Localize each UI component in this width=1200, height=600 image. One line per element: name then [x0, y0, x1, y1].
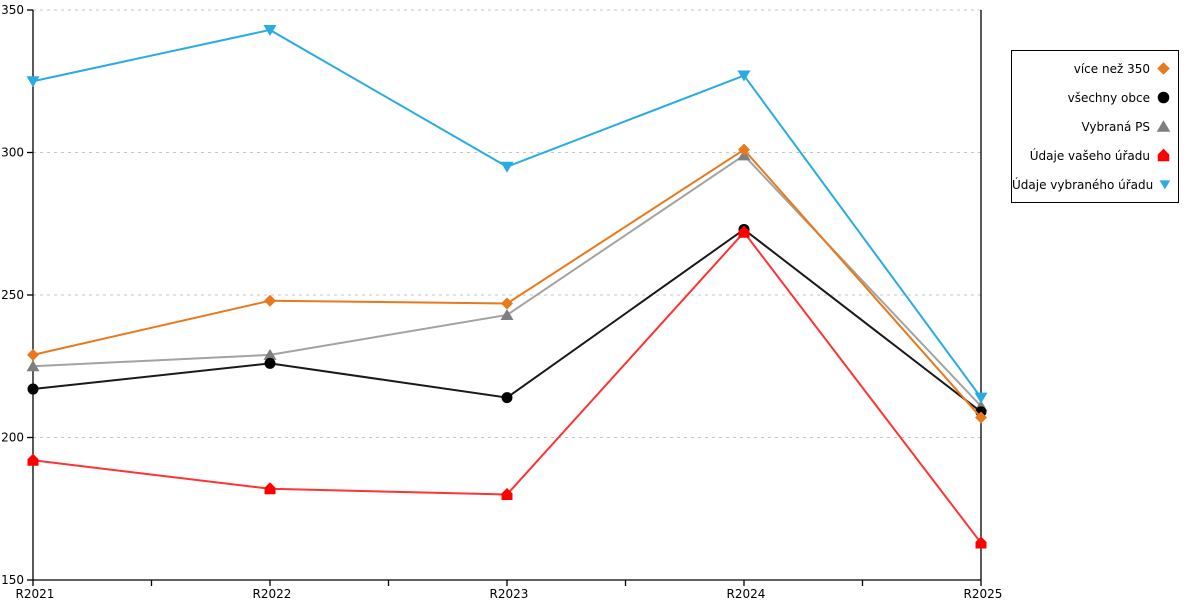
legend-item: Vybraná PS: [1012, 112, 1178, 141]
circle-legend-icon: [1157, 91, 1170, 104]
legend-item: více než 350: [1012, 54, 1178, 83]
house-marker: [975, 536, 987, 549]
circle-marker: [264, 357, 276, 369]
house-legend-icon: [1157, 148, 1170, 162]
triangle-up-marker: [26, 360, 40, 372]
triangle-up-marker: [500, 308, 514, 320]
triangle-down-marker: [737, 70, 751, 82]
triangle-down-legend-icon: [1159, 180, 1171, 190]
y-tick-label: 150: [1, 573, 24, 587]
circle-marker: [27, 383, 39, 395]
series-vybraná-ps: [26, 149, 988, 412]
legend-item-label: Údaje vybraného úřadu: [1012, 177, 1154, 192]
triangle-down-marker: [1159, 180, 1171, 190]
house-marker: [1157, 148, 1170, 162]
y-tick-label: 200: [1, 431, 24, 445]
legend-item: Údaje vybraného úřadu: [1012, 170, 1178, 199]
diamond-marker: [264, 294, 276, 307]
circle-marker: [501, 392, 513, 404]
legend-item-label: více než 350: [1073, 61, 1150, 76]
legend-item-label: Vybraná PS: [1081, 119, 1150, 134]
x-axis-tick-labels: R2021 R2022 R2023 R2024 R2025: [16, 587, 1003, 600]
y-tick-label: 250: [1, 288, 24, 302]
diamond-marker: [975, 411, 987, 424]
x-tick-label: R2022: [253, 587, 292, 600]
y-tick-label: 300: [1, 146, 24, 160]
triangle-down-marker: [263, 24, 277, 36]
y-axis-tick-labels: 150 200 250 300 350: [1, 3, 24, 587]
circle-marker: [1157, 91, 1170, 104]
triangle-up-marker: [263, 348, 277, 360]
legend-item: Údaje vašeho úřadu: [1012, 141, 1178, 170]
series-více-než-350: [27, 143, 987, 424]
triangle-up-marker: [1156, 120, 1171, 132]
house-marker: [27, 453, 39, 466]
x-tick-label: R2025: [964, 587, 1003, 600]
diamond-marker: [27, 348, 39, 361]
triangle-down-marker: [974, 392, 988, 404]
series-všechny-obce: [27, 223, 987, 418]
house-marker: [264, 482, 276, 495]
diamond-marker: [1157, 62, 1170, 75]
diamond-marker: [738, 143, 750, 156]
y-tick-label: 350: [1, 3, 24, 17]
diamond-marker: [501, 297, 513, 310]
chart-legend: více než 350 všechny obce Vybraná PS Údaje …: [1011, 50, 1179, 203]
triangle-down-marker: [26, 76, 40, 88]
series-údaje-vašeho-úřadu: [27, 225, 987, 549]
house-marker: [738, 225, 750, 238]
x-tick-label: R2023: [490, 587, 529, 600]
x-tick-label: R2024: [727, 587, 766, 600]
legend-item: všechny obce: [1012, 83, 1178, 112]
house-marker: [501, 488, 513, 500]
diamond-legend-icon: [1157, 62, 1170, 75]
legend-item-label: Údaje vašeho úřadu: [1029, 148, 1150, 163]
x-tick-label: R2021: [16, 587, 55, 600]
series-údaje-vybraného-úřadu: [26, 24, 988, 404]
triangle-up-legend-icon: [1156, 120, 1171, 132]
axes: [27, 9, 982, 586]
legend-item-label: všechny obce: [1067, 90, 1150, 105]
triangle-down-marker: [500, 161, 514, 173]
